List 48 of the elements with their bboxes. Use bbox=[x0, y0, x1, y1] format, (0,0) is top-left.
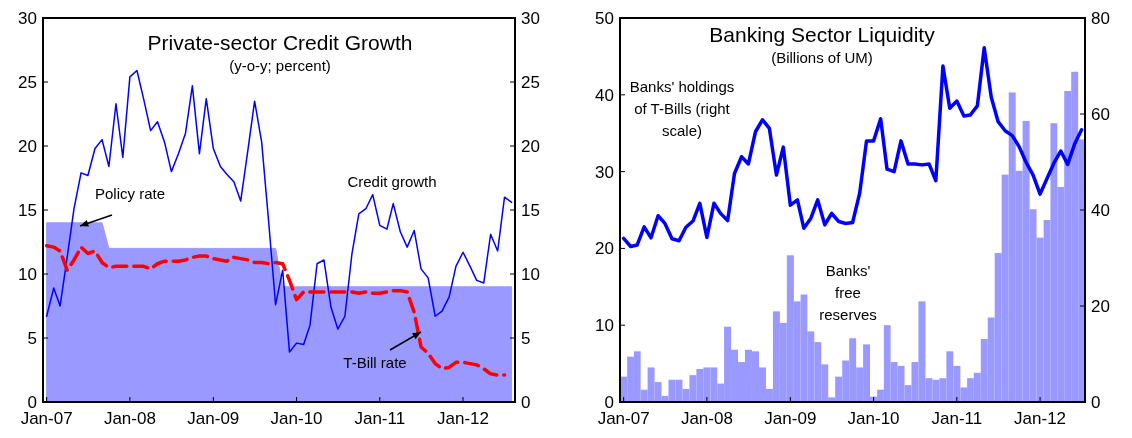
text: (Billions of UM) bbox=[771, 49, 873, 66]
x-tick-label: Jan-11 bbox=[931, 409, 983, 428]
y-tick-label: 25 bbox=[18, 72, 37, 92]
text: Private-sector Credit Growth bbox=[147, 31, 413, 54]
series-label: Banks' holdings of T-Bills (right scale) bbox=[629, 78, 735, 139]
y-tick-label: 10 bbox=[595, 316, 614, 336]
y-tick-label: 10 bbox=[18, 264, 37, 284]
y-tick-label: 0 bbox=[27, 392, 37, 412]
x-tick-label: Jan-09 bbox=[187, 409, 240, 428]
y2-tick-label: 30 bbox=[521, 8, 540, 28]
x-tick-label: Jan-09 bbox=[764, 409, 817, 428]
y-tick-label: 20 bbox=[18, 136, 37, 156]
y2-tick-label: 60 bbox=[1091, 104, 1110, 124]
y2-tick-label: 20 bbox=[1091, 296, 1110, 316]
y2-tick-label: 25 bbox=[521, 72, 540, 92]
y2-tick-label: 40 bbox=[1091, 200, 1110, 220]
y-tick-label: 30 bbox=[595, 162, 614, 182]
x-tick-label: Jan-08 bbox=[680, 409, 733, 428]
x-tick-label: Jan-10 bbox=[847, 409, 900, 428]
line-series bbox=[621, 46, 1084, 249]
x-tick-label: Jan-07 bbox=[20, 409, 73, 428]
y-tick-label: 15 bbox=[18, 200, 37, 220]
x-tick-label: Jan-12 bbox=[1014, 409, 1067, 428]
y2-tick-label: 0 bbox=[521, 392, 531, 412]
y-tick-label: 0 bbox=[604, 392, 614, 412]
series-label: Policy rate bbox=[94, 185, 166, 202]
x-tick-label: Jan-10 bbox=[270, 409, 323, 428]
series-label: Credit growth bbox=[347, 173, 437, 190]
y2-tick-label: 0 bbox=[1091, 392, 1101, 412]
y-tick-label: 5 bbox=[27, 328, 37, 348]
y-tick-label: 20 bbox=[595, 239, 614, 259]
y-tick-label: 50 bbox=[595, 8, 614, 28]
y2-tick-label: 15 bbox=[521, 200, 540, 220]
y2-tick-label: 10 bbox=[521, 264, 540, 284]
y-tick-label: 30 bbox=[18, 8, 37, 28]
x-tick-label: Jan-12 bbox=[437, 409, 489, 428]
series-label: T-Bill rate bbox=[343, 354, 407, 371]
y-tick-label: 40 bbox=[595, 85, 614, 105]
series-label: Banks' free reserves bbox=[819, 262, 877, 323]
y2-tick-label: 5 bbox=[521, 328, 531, 348]
chart-title: Banking Sector Liquidity bbox=[709, 23, 936, 46]
line-series bbox=[44, 244, 507, 377]
y2-tick-label: 20 bbox=[521, 136, 540, 156]
y2-tick-label: 80 bbox=[1091, 8, 1110, 28]
text: (y-o-y; percent) bbox=[229, 57, 331, 74]
x-tick-label: Jan-11 bbox=[354, 409, 406, 428]
x-tick-label: Jan-08 bbox=[103, 409, 156, 428]
x-tick-label: Jan-07 bbox=[597, 409, 650, 428]
